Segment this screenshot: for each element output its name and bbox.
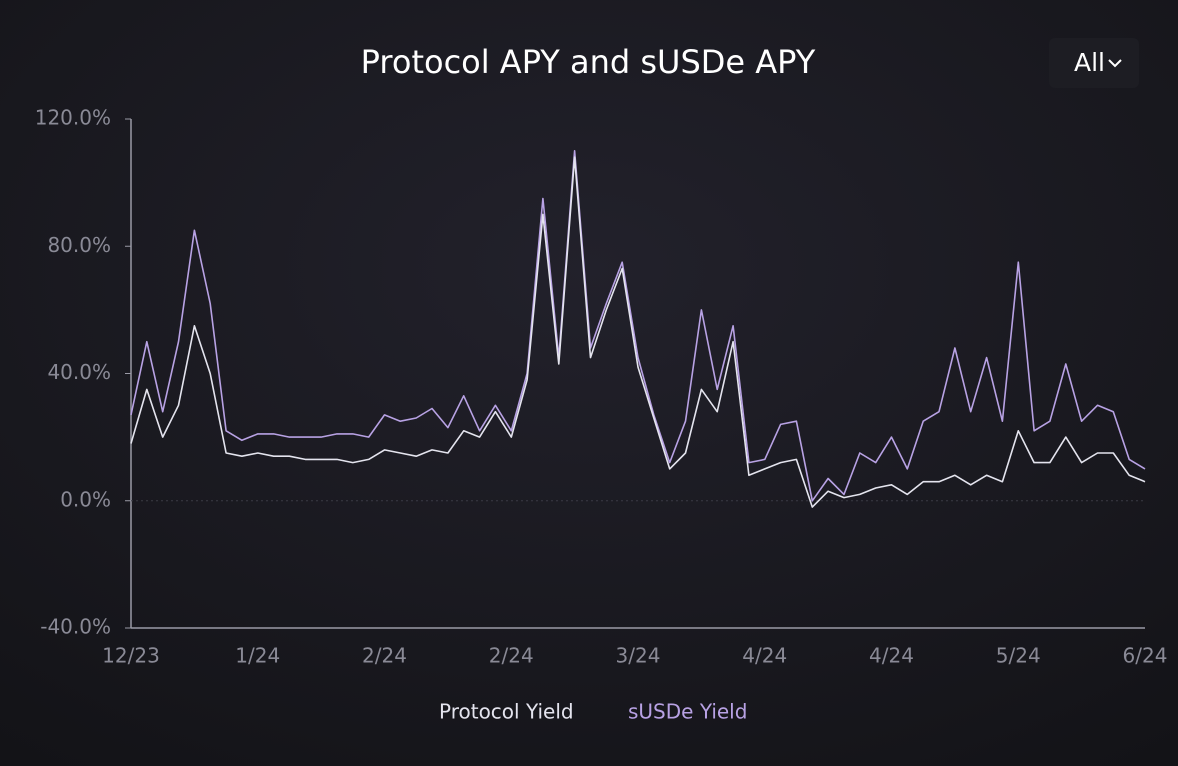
series-line — [130, 150, 1146, 502]
x-tick-label: 3/24 — [616, 644, 661, 668]
y-tick-label: 120.0% — [35, 106, 111, 130]
y-tick-label: 40.0% — [47, 360, 111, 384]
dropdown-label[interactable]: All — [1074, 48, 1105, 77]
y-tick-label: -40.0% — [40, 615, 111, 639]
legend: Protocol Yield sUSDe Yield — [439, 700, 747, 724]
x-tick-label: 12/23 — [102, 644, 160, 668]
dropdown-chevron[interactable] — [1108, 59, 1122, 68]
x-tick-label: 4/24 — [742, 644, 787, 668]
x-tick-label: 6/24 — [1123, 644, 1168, 668]
x-tick-label: 2/24 — [489, 644, 534, 668]
x-tick-label: 5/24 — [996, 644, 1041, 668]
series-line — [130, 156, 1146, 508]
y-tick-label: 80.0% — [47, 233, 111, 257]
filter-dropdown[interactable]: All — [1049, 38, 1139, 88]
x-tick-label: 1/24 — [235, 644, 280, 668]
legend-label: sUSDe Yield — [628, 700, 747, 724]
x-tick-label: 4/24 — [869, 644, 914, 668]
chart-title: Protocol APY and sUSDe APY — [361, 43, 816, 81]
legend-label: Protocol Yield — [439, 700, 574, 724]
dropdown-box[interactable] — [1049, 38, 1139, 88]
y-tick-label: 0.0% — [60, 487, 111, 511]
x-tick-label: 2/24 — [362, 644, 407, 668]
